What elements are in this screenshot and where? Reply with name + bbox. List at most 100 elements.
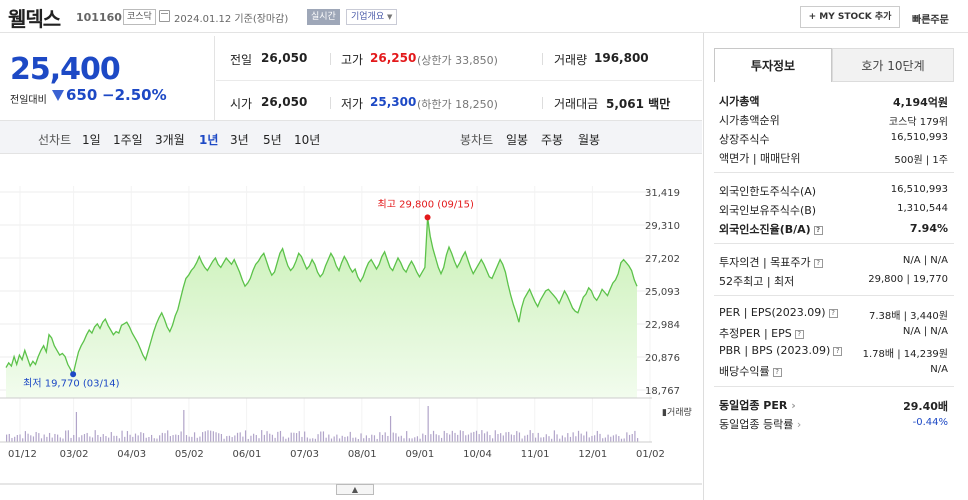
help-icon[interactable]: ?: [772, 368, 782, 377]
volume-bar: [494, 430, 496, 442]
high-label: 고가: [341, 53, 364, 67]
chart-scroll-handle[interactable]: ▲: [336, 484, 374, 495]
tab-monthly[interactable]: 월봉: [578, 133, 601, 147]
volume-bar: [207, 430, 209, 442]
volume-bar: [295, 433, 298, 442]
volume-bar: [177, 435, 180, 442]
volume-bar: [293, 432, 295, 442]
volume-bar: [379, 432, 381, 442]
tab-10y[interactable]: 10년: [294, 133, 321, 147]
tab-1w[interactable]: 1주일: [113, 133, 143, 147]
help-icon[interactable]: ?: [813, 259, 823, 268]
x-tick-label: 01/02: [636, 449, 665, 460]
volume-bar: [202, 432, 204, 442]
volume-bar: [43, 434, 45, 442]
volume-bar: [91, 437, 94, 442]
volume-bar: [467, 434, 470, 442]
volume-bar: [387, 435, 389, 442]
volume-bar: [430, 434, 432, 442]
volume-bar: [274, 437, 276, 442]
tab-weekly[interactable]: 주봉: [541, 133, 564, 147]
low-label: 저가: [341, 97, 364, 111]
volume-bar: [443, 430, 445, 442]
company-overview-button[interactable]: 기업개요 ▼: [346, 9, 398, 25]
volume-bar: [435, 434, 437, 442]
volume-bar: [604, 437, 606, 442]
panel-row-label: 추정PER | EPS?: [719, 325, 804, 341]
volume-bar: [588, 437, 590, 442]
y-tick-label: 29,310: [645, 221, 680, 232]
panel-row-value: 4,194억원: [892, 96, 948, 109]
volume-bar: [215, 432, 217, 442]
add-mystock-button[interactable]: + MY STOCK 추가: [800, 6, 900, 28]
tab-investment-info[interactable]: 투자정보: [714, 48, 832, 82]
volume-bar: [282, 436, 284, 442]
volume-bar: [502, 435, 504, 442]
x-tick-label: 01/12: [8, 449, 37, 460]
help-icon[interactable]: ?: [794, 330, 804, 339]
tab-1y[interactable]: 1년: [199, 133, 219, 147]
volume-bar: [540, 437, 542, 442]
panel-divider: [714, 386, 954, 387]
volume-bar: [475, 430, 478, 442]
volume-bar: [24, 431, 26, 442]
line-chart-label: 선차트: [38, 133, 72, 147]
tab-3y[interactable]: 3년: [230, 133, 249, 147]
price-line: [5, 217, 638, 377]
volume-bar: [159, 435, 161, 442]
volume-bar: [161, 432, 163, 442]
help-icon[interactable]: ?: [828, 309, 838, 318]
volume-bar: [306, 437, 308, 442]
volume-bar: [478, 434, 480, 442]
volume-bar: [51, 437, 53, 442]
volume-bar: [626, 432, 628, 442]
lower-limit: (하한가 18,250): [417, 98, 498, 111]
volume-bar: [261, 430, 263, 442]
volume-bar: [164, 433, 166, 442]
volume-bar: [618, 436, 620, 442]
volume-bar: [440, 437, 443, 442]
prev-close: 26,050: [261, 51, 308, 65]
volume-bar: [234, 435, 236, 442]
volume-bar: [78, 437, 80, 442]
volume-bar: [344, 436, 346, 442]
tab-quote-10[interactable]: 호가 10단계: [832, 48, 954, 82]
tab-3m[interactable]: 3개월: [155, 133, 185, 147]
help-icon[interactable]: ?: [833, 347, 843, 356]
volume-bar: [631, 434, 633, 442]
panel-row-label: PBR | BPS (2023.09)?: [719, 344, 843, 357]
volume-bar: [408, 438, 410, 442]
y-tick-label: 20,876: [645, 353, 680, 364]
volume-bar: [473, 431, 475, 442]
volume-bar: [242, 436, 244, 442]
price-chart[interactable]: 31,419 29,310 27,202 25,093 22,984 20,876 18,7…: [0, 154, 702, 500]
volume-bar: [615, 434, 617, 442]
realtime-badge[interactable]: 실시간: [307, 9, 340, 25]
volume-bar: [140, 432, 142, 442]
tab-5y[interactable]: 5년: [263, 133, 282, 147]
stats-divider: [216, 80, 702, 81]
volume-bar: [381, 434, 384, 442]
x-tick-label: 10/04: [463, 449, 492, 460]
y-tick-label: 18,767: [645, 386, 680, 397]
base-date: 2024.01.12 기준(장마감): [174, 14, 289, 25]
help-icon[interactable]: ?: [813, 226, 823, 235]
y-tick-label: 31,419: [645, 188, 680, 199]
volume-bar: [513, 435, 515, 442]
volume-bar: [567, 433, 569, 442]
investment-panel: [703, 33, 968, 500]
quick-order-link[interactable]: 빠른주문: [912, 15, 949, 26]
x-tick-label: 11/01: [521, 449, 550, 460]
volume-bar: [526, 434, 529, 442]
tab-daily[interactable]: 일봉: [506, 133, 529, 147]
tab-1d[interactable]: 1일: [82, 133, 101, 147]
volume-bar: [341, 435, 343, 442]
calendar-icon: [159, 10, 170, 22]
volume-bar: [172, 435, 174, 442]
volume-bar: [628, 434, 631, 442]
panel-row-label: 동일업종 등락률 ›: [719, 418, 802, 431]
volume-bar: [438, 435, 440, 442]
amount-label: 거래대금: [554, 97, 599, 111]
volume-bar: [392, 432, 394, 442]
volume-bar: [134, 433, 137, 442]
